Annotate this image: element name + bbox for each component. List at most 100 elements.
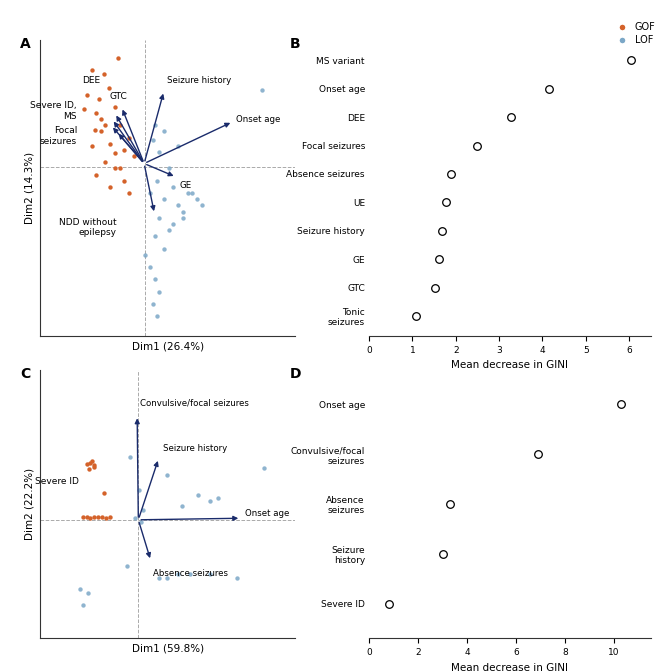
Point: [445, 499, 456, 509]
Text: Onset age: Onset age: [236, 115, 280, 124]
Point: [434, 254, 445, 265]
Point: [105, 138, 115, 149]
Legend: GOF, LOF: GOF, LOF: [609, 18, 660, 49]
Point: [158, 126, 169, 137]
Point: [123, 132, 134, 143]
Point: [183, 187, 193, 198]
Point: [178, 206, 189, 217]
Point: [437, 225, 448, 236]
Point: [82, 89, 93, 100]
Point: [95, 114, 106, 124]
Point: [119, 175, 130, 186]
Point: [105, 512, 115, 523]
Point: [128, 151, 139, 161]
Point: [187, 187, 198, 198]
Point: [168, 218, 178, 229]
Point: [109, 163, 120, 174]
Point: [616, 399, 627, 410]
X-axis label: Mean decrease in GINI: Mean decrease in GINI: [452, 360, 568, 370]
Point: [193, 489, 203, 500]
Text: Seizure history: Seizure history: [162, 444, 227, 453]
X-axis label: Dim1 (26.4%): Dim1 (26.4%): [132, 341, 204, 351]
Text: Severe ID: Severe ID: [35, 477, 79, 487]
Point: [149, 274, 160, 285]
Point: [445, 169, 456, 179]
Text: GTC: GTC: [110, 91, 127, 101]
Point: [134, 485, 144, 495]
Point: [114, 163, 125, 174]
Text: A: A: [20, 38, 31, 51]
Point: [100, 120, 111, 130]
Point: [626, 55, 637, 66]
Point: [123, 187, 134, 198]
Point: [103, 83, 114, 93]
Point: [113, 52, 123, 63]
Point: [144, 261, 155, 272]
Point: [257, 84, 268, 95]
Point: [87, 141, 97, 152]
Point: [83, 464, 94, 474]
Point: [130, 513, 140, 523]
Point: [79, 104, 89, 115]
Point: [437, 548, 448, 559]
Text: Focal
seizures: Focal seizures: [40, 126, 77, 146]
Point: [506, 112, 517, 122]
Point: [185, 569, 195, 579]
Point: [205, 495, 215, 506]
Point: [100, 157, 111, 167]
Point: [429, 282, 440, 293]
Point: [109, 148, 120, 159]
Point: [91, 108, 101, 118]
Y-axis label: Dim2 (14.3%): Dim2 (14.3%): [25, 152, 35, 224]
Point: [138, 505, 148, 515]
Point: [119, 144, 130, 155]
Point: [383, 598, 394, 609]
Point: [83, 587, 93, 598]
Point: [89, 124, 100, 135]
Point: [93, 511, 104, 522]
Point: [75, 584, 86, 595]
Point: [122, 560, 133, 571]
Point: [147, 134, 158, 146]
Point: [77, 512, 88, 523]
Point: [81, 459, 92, 470]
Point: [95, 126, 106, 137]
Point: [154, 572, 164, 583]
Point: [89, 462, 100, 472]
Point: [140, 249, 150, 260]
Point: [99, 488, 109, 499]
Point: [87, 456, 97, 466]
Point: [77, 600, 88, 611]
Point: [533, 449, 544, 460]
Point: [411, 310, 421, 321]
Text: D: D: [290, 367, 302, 381]
Point: [441, 197, 452, 208]
Point: [154, 147, 164, 158]
Point: [85, 513, 96, 523]
Point: [97, 512, 107, 523]
Point: [144, 187, 155, 198]
Point: [105, 181, 115, 192]
Point: [172, 200, 183, 211]
Text: GE: GE: [180, 181, 192, 190]
Point: [147, 298, 158, 309]
Point: [163, 224, 174, 235]
Point: [109, 101, 120, 112]
Point: [89, 512, 100, 523]
Point: [205, 569, 215, 579]
Text: Seizure history: Seizure history: [167, 76, 231, 85]
Point: [177, 501, 188, 512]
Point: [231, 572, 242, 583]
Point: [89, 460, 99, 470]
Point: [212, 493, 223, 504]
Point: [158, 243, 169, 254]
Text: C: C: [20, 367, 30, 381]
Point: [85, 458, 96, 468]
X-axis label: Dim1 (59.8%): Dim1 (59.8%): [132, 644, 204, 654]
Point: [99, 69, 109, 79]
Point: [163, 163, 174, 174]
Point: [544, 83, 554, 94]
Point: [168, 181, 178, 192]
Point: [152, 311, 163, 322]
Point: [149, 120, 160, 130]
